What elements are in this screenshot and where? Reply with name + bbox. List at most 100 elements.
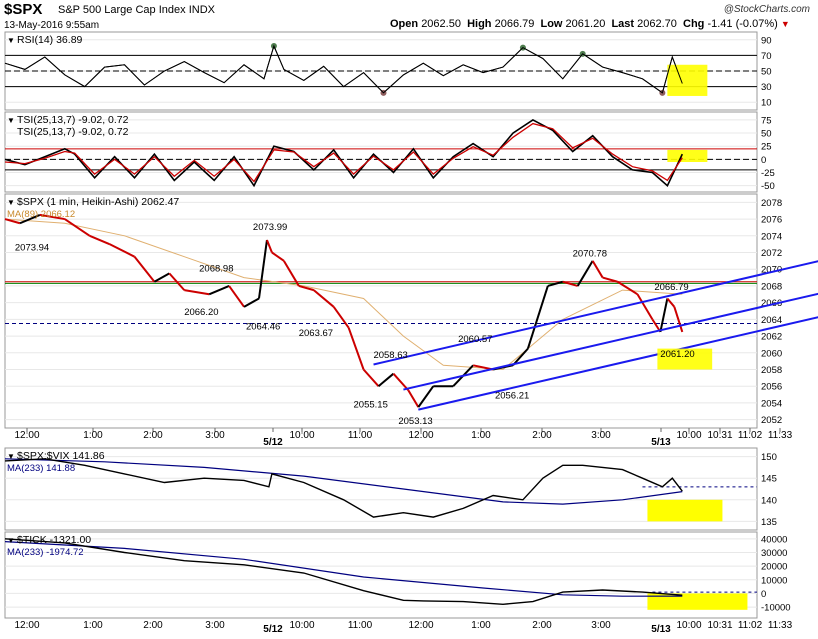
price-x-tick-label: 1:00 [471,430,491,441]
price-segment [377,372,395,387]
price-x-tick-label: 12:00 [408,430,433,441]
tick-y-tick-label: 10000 [761,575,787,586]
price-x-tick-label: 3:00 [591,430,611,441]
low-label: Low [540,18,563,30]
price-x-tick-label: 11:00 [348,430,373,441]
price-y-tick-label: 2068 [761,281,782,292]
price-collapse-icon: ▼ [7,198,15,207]
vix-legend: $SPX:$VIX 141.86 [17,450,105,462]
rsi-highlight-box [667,64,708,96]
price-segment [109,243,135,258]
tick-ma-line [4,541,683,597]
rsi-y-tick-label: 10 [761,98,772,109]
vix-ratio-line [4,458,683,518]
price-segment [547,280,564,287]
price-segment [362,368,380,387]
price-y-tick-label: 2074 [761,231,782,242]
price-segment [659,298,669,333]
price-annotation-label: 2053.13 [398,416,432,427]
tsi-legend-2: TSI(25,13,7) -9.02, 0.72 [17,126,129,138]
tsi-y-tick-label: 75 [761,115,772,126]
tick-ma-legend: MA(233) -1974.72 [7,547,84,558]
price-annotation-label: 2056.21 [495,390,529,401]
tick-x-time-label: 10:00 [676,620,701,631]
price-segment [666,297,676,308]
price-ma-legend: MA(89) 2066.12 [7,209,75,220]
price-segment [168,272,186,291]
price-y-tick-label: 2058 [761,365,782,376]
vix-y-tick-label: 150 [761,452,777,463]
rsi-y-tick-label: 70 [761,51,772,62]
tick-y-tick-label: 20000 [761,562,787,573]
price-segment [602,276,618,283]
tick-highlight-box [647,593,748,610]
tick-x-time-label: 11:00 [348,620,373,631]
price-segment [332,306,350,329]
price-trend-channel-line [418,316,818,411]
tick-x-time-label: 10:00 [289,620,314,631]
price-ma89-line [4,218,683,371]
vix-y-tick-label: 140 [761,495,777,506]
tick-collapse-icon: ▼ [7,536,15,545]
chg-label: Chg [683,18,705,30]
tick-x-time-label: 1:00 [83,620,103,631]
index-name: S&P 500 Large Cap Index INDX [58,4,215,16]
tsi-panel-frame [4,111,758,193]
last-label: Last [611,18,635,30]
price-segment [208,285,230,296]
price-segment [512,347,529,366]
tick-x-time-label: 11:33 [768,620,793,631]
tick-x-date-label: 5/12 [263,624,283,635]
rsi-legend: RSI(14) 36.89 [17,34,83,46]
price-segment [184,289,210,296]
high-value: 2066.79 [494,18,535,30]
tsi-y-tick-label: 50 [761,129,772,140]
price-segment [636,293,654,320]
price-x-tick-label: 10:31 [707,430,732,441]
price-segment [298,284,315,292]
price-segment [133,256,156,283]
symbol-title: $SPX [4,1,43,18]
price-x-tick-label: 10:00 [289,430,314,441]
brand-watermark: @StockCharts.com [723,4,810,15]
price-segment [313,289,335,308]
price-y-tick-label: 2054 [761,398,782,409]
price-x-tick-label: 2:00 [532,430,552,441]
tick-x-time-label: 12:00 [408,620,433,631]
price-y-tick-label: 2060 [761,348,782,359]
tsi-y-tick-label: -50 [761,181,775,192]
price-segment [591,260,604,279]
price-x-tick-label: 2:00 [143,430,163,441]
price-segment [417,385,435,408]
price-x-tick-label: 5/13 [651,437,671,448]
price-segment [617,280,639,296]
price-annotation-label: 2073.99 [253,222,287,233]
price-highlight-box [657,348,713,370]
price-annotation-label: 2066.79 [654,282,688,293]
chg-value: -1.41 (-0.07%) [707,18,778,30]
price-y-tick-label: 2056 [761,382,782,393]
price-segment [407,389,420,408]
price-trend-channel-line [373,260,818,366]
price-x-tick-label: 1:00 [83,430,103,441]
rsi-y-tick-label: 90 [761,35,772,46]
index-full-name: S&P 500 Large Cap Index [58,4,186,16]
price-annotation-label: 2070.78 [573,249,607,260]
price-y-tick-label: 2062 [761,332,782,343]
price-y-tick-label: 2052 [761,415,782,426]
price-y-tick-label: 2070 [761,265,782,276]
price-title: $SPX (1 min, Heikin-Ashi) 2062.47 [17,196,179,208]
price-x-tick-label: 11:33 [768,430,793,441]
price-segment [89,234,110,246]
tsi-series-signal [4,122,683,183]
price-y-tick-label: 2072 [761,248,782,259]
tsi-legend-1: TSI(25,13,7) -9.02, 0.72 [17,114,129,126]
vix-panel-frame [4,447,758,531]
price-y-tick-label: 2064 [761,315,782,326]
price-annotation-label: 2064.46 [246,322,280,333]
price-trend-channel-line [403,292,818,391]
price-x-tick-label: 10:00 [676,430,701,441]
price-x-tick-label: 12:00 [14,430,39,441]
vix-highlight-box [647,499,723,522]
price-y-tick-label: 2076 [761,215,782,226]
